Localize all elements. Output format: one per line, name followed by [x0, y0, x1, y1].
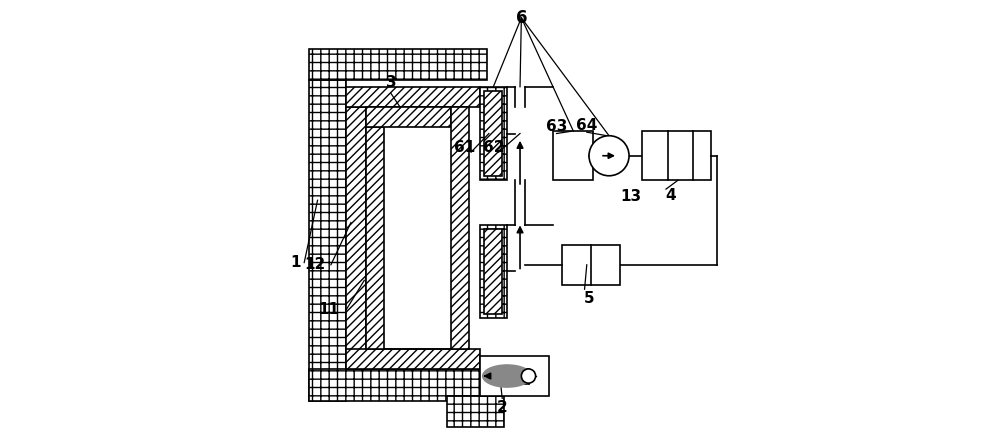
Bar — [451, 107, 469, 349]
Bar — [480, 225, 507, 318]
Ellipse shape — [483, 365, 532, 387]
Bar — [366, 107, 451, 127]
Bar — [553, 131, 593, 180]
Bar — [484, 229, 502, 314]
Bar — [480, 87, 507, 180]
Text: 6: 6 — [516, 9, 527, 27]
Text: 12: 12 — [305, 257, 326, 272]
Circle shape — [589, 136, 629, 176]
Bar — [346, 87, 480, 107]
Bar — [309, 80, 346, 400]
Text: 64: 64 — [576, 118, 597, 133]
Bar — [346, 349, 480, 369]
Text: 5: 5 — [584, 291, 594, 306]
Bar — [366, 127, 384, 349]
Text: 63: 63 — [546, 119, 567, 134]
Circle shape — [521, 369, 536, 383]
Bar — [309, 369, 487, 400]
Text: 3: 3 — [386, 75, 396, 90]
Text: 11: 11 — [318, 302, 339, 317]
Text: 1: 1 — [290, 255, 301, 270]
Text: 4: 4 — [665, 188, 676, 203]
Bar — [447, 396, 504, 427]
Bar — [562, 245, 620, 285]
Text: 61: 61 — [454, 140, 475, 155]
Bar — [346, 107, 366, 369]
Bar — [309, 49, 487, 80]
Bar — [480, 356, 549, 396]
Bar — [484, 91, 502, 176]
Bar — [642, 131, 711, 180]
Text: 62: 62 — [483, 140, 505, 155]
Text: 13: 13 — [620, 189, 641, 204]
Text: 2: 2 — [497, 400, 508, 415]
